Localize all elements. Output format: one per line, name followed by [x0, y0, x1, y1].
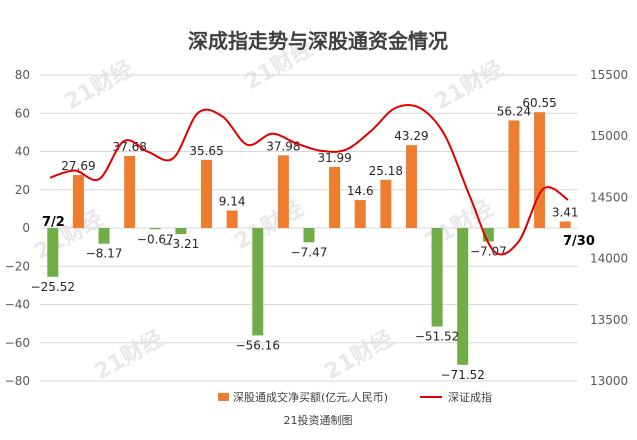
bar — [457, 228, 469, 365]
bar-data-label: −25.52 — [31, 280, 75, 294]
left-axis-tick-label: −20 — [5, 259, 30, 273]
bar — [534, 112, 546, 228]
bar — [303, 228, 315, 243]
bar-data-label: 3.41 — [552, 205, 579, 219]
bar-data-label: 9.14 — [219, 195, 246, 209]
bar — [98, 228, 110, 244]
right-axis-tick-label: 13000 — [590, 374, 628, 388]
bar — [124, 155, 136, 228]
right-axis-tick-label: 15500 — [590, 68, 628, 82]
bar-data-label: 25.18 — [369, 164, 403, 178]
bar-data-label: 31.99 — [317, 151, 351, 165]
bar — [431, 228, 443, 327]
bar-data-label: −3.21 — [163, 237, 200, 251]
legend-swatch-bar — [218, 393, 229, 401]
bar — [201, 159, 213, 228]
chart-title: 深成指走势与深股通资金情况 — [188, 29, 448, 53]
left-axis-tick-label: −40 — [5, 298, 30, 312]
watermark-text: 21财经 — [90, 325, 168, 385]
right-axis-tick-label: 15000 — [590, 129, 628, 143]
bar-data-label: −7.07 — [470, 245, 507, 259]
left-axis-tick-label: 0 — [22, 221, 30, 235]
left-axis-tick-label: 80 — [15, 68, 30, 82]
bar — [175, 228, 187, 235]
bar-data-label: −8.17 — [86, 247, 123, 261]
right-axis-ticks: 15500 15000 14500 14000 13500 13000 — [590, 68, 628, 388]
bar — [252, 228, 264, 336]
bar — [47, 228, 59, 277]
bar — [380, 179, 392, 228]
bar-data-label: 14.6 — [347, 184, 374, 198]
bar — [482, 228, 494, 242]
bar-data-label: 56.24 — [497, 104, 531, 118]
bar — [277, 155, 289, 228]
left-axis-tick-label: −80 — [5, 374, 30, 388]
bar-data-label: 35.65 — [189, 144, 223, 158]
left-axis-tick-label: 60 — [15, 106, 30, 120]
left-axis-tick-label: 20 — [15, 183, 30, 197]
legend-label-line: 深证成指 — [448, 390, 492, 404]
watermark-text: 21财经 — [320, 325, 398, 385]
bar — [226, 210, 238, 228]
bar — [405, 145, 417, 228]
bar-data-label: 37.98 — [266, 139, 300, 153]
bar-data-label: −51.52 — [415, 330, 459, 344]
bar-data-label: −7.47 — [291, 245, 328, 259]
right-axis-tick-label: 14000 — [590, 252, 628, 266]
right-axis-tick-label: 13500 — [590, 313, 628, 327]
bar-data-label: −71.52 — [441, 368, 485, 382]
date-annotation-start: 7/2 — [42, 215, 65, 230]
bar-data-label: 27.69 — [61, 159, 95, 173]
bar-data-label: 43.29 — [394, 129, 428, 143]
bar — [508, 120, 520, 228]
bar-data-labels: −25.5227.69−8.1737.68−0.67−3.2135.659.14… — [31, 96, 579, 382]
bar — [329, 166, 341, 228]
left-axis-tick-label: −60 — [5, 336, 30, 350]
watermark-text: 21财经 — [60, 55, 138, 115]
legend-label-bar: 深股通成交净买额(亿元,人民币) — [233, 390, 388, 404]
legend: 深股通成交净买额(亿元,人民币) 深证成指 — [218, 390, 492, 404]
line-series — [49, 103, 569, 256]
bar-series — [47, 112, 571, 365]
date-annotation-end: 7/30 — [563, 234, 595, 249]
line-path — [49, 103, 569, 256]
right-axis-tick-label: 14500 — [590, 190, 628, 204]
left-axis-tick-label: 40 — [15, 145, 30, 159]
source-note: 21投资通制图 — [284, 413, 353, 427]
bar-data-label: 60.55 — [522, 96, 556, 110]
bar-data-label: −0.67 — [137, 232, 174, 246]
bar — [559, 221, 571, 228]
bar — [72, 175, 84, 228]
left-axis-ticks: 80 60 40 20 0 −20 −40 −60 −80 — [5, 68, 30, 388]
bar — [149, 228, 161, 230]
bar-data-label: −56.16 — [236, 338, 280, 352]
bar — [354, 200, 366, 228]
